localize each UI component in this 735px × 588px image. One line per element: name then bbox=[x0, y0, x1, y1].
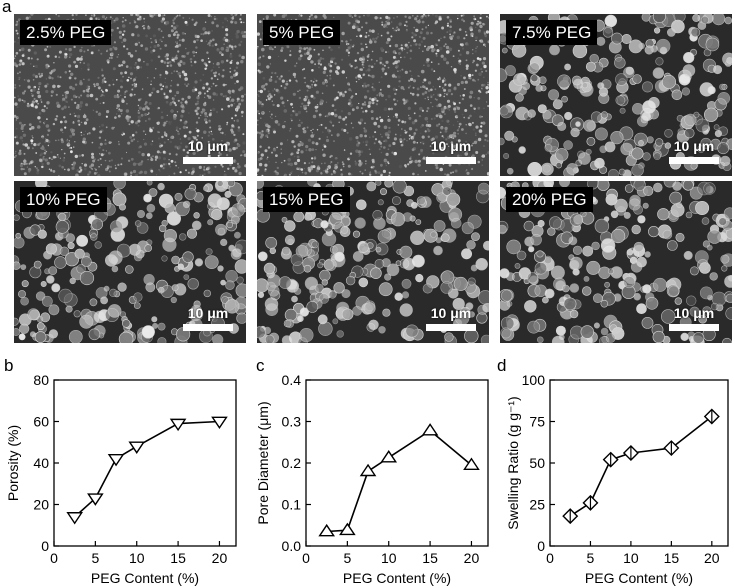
x-axis-label: PEG Content (%) bbox=[91, 570, 199, 586]
x-tick-label: 0 bbox=[546, 550, 554, 566]
x-tick-label: 15 bbox=[422, 550, 438, 566]
data-point bbox=[421, 423, 439, 436]
x-tick-label: 10 bbox=[129, 550, 145, 566]
pore-diameter-chart: 0 5 10 15 20 0.0 0.1 0.2 0.3 0.4 PEG Content (%) Po… bbox=[255, 372, 489, 586]
data-point bbox=[211, 416, 228, 430]
porosity-chart: 0 5 10 15 20 0 20 40 60 80 PEG Content (%) Porosity… bbox=[5, 372, 237, 586]
scale-bar bbox=[669, 324, 719, 331]
y-axis-label: Swelling Ratio (g g⁻¹) bbox=[505, 396, 521, 529]
data-point bbox=[169, 418, 187, 432]
x-tick-label: 5 bbox=[343, 550, 351, 566]
y-tick-label: 80 bbox=[33, 372, 49, 388]
x-tick-label: 5 bbox=[91, 550, 99, 566]
sem-label: 15% PEG bbox=[263, 187, 350, 212]
scale-bar bbox=[426, 157, 476, 164]
x-tick-label: 20 bbox=[704, 550, 720, 566]
y-tick-label: 0.3 bbox=[282, 414, 302, 430]
x-tick-label: 20 bbox=[464, 550, 480, 566]
scale-bar-label: 10 μm bbox=[430, 138, 472, 154]
data-point bbox=[463, 457, 480, 470]
y-axis-label: Pore Diameter (μm) bbox=[255, 401, 271, 524]
x-tick-label: 10 bbox=[381, 550, 397, 566]
series-line bbox=[326, 429, 473, 533]
data-point bbox=[318, 523, 335, 537]
x-tick-label: 15 bbox=[664, 550, 680, 566]
y-tick-label: 0.4 bbox=[282, 372, 302, 388]
y-tick-label: 25 bbox=[529, 497, 545, 513]
y-tick-label: 0.1 bbox=[282, 497, 302, 513]
scale-bar-label: 10 μm bbox=[187, 305, 229, 321]
data-point bbox=[128, 441, 146, 454]
data-point bbox=[87, 493, 104, 506]
sem-label: 10% PEG bbox=[20, 187, 107, 212]
data-point bbox=[380, 450, 398, 463]
swelling-ratio-chart: 0 5 10 15 20 0 25 50 75 100 PEG Content (%) Swellin… bbox=[505, 372, 729, 586]
x-axis-label: PEG Content (%) bbox=[343, 570, 451, 586]
sem-image-2-5-peg: 2.5% PEG 10 μm bbox=[14, 14, 246, 176]
x-tick-label: 0 bbox=[50, 550, 58, 566]
panel-letter-b: b bbox=[4, 356, 14, 375]
x-tick-label: 15 bbox=[170, 550, 186, 566]
sem-texture bbox=[257, 181, 489, 343]
scale-bar-label: 10 μm bbox=[430, 305, 472, 321]
panel-letter-c: c bbox=[256, 356, 265, 375]
sem-image-15-peg: 15% PEG 10 μm bbox=[257, 181, 489, 343]
sem-image-10-peg: 10% PEG 10 μm bbox=[14, 181, 246, 343]
x-axis-label: PEG Content (%) bbox=[585, 570, 693, 586]
sem-label: 20% PEG bbox=[506, 187, 593, 212]
y-tick-label: 50 bbox=[529, 455, 545, 471]
sem-image-20-peg: 20% PEG 10 μm bbox=[500, 181, 732, 343]
scale-bar bbox=[183, 324, 233, 331]
sem-label: 5% PEG bbox=[263, 20, 341, 45]
x-tick-label: 10 bbox=[623, 550, 639, 566]
x-tick-label: 20 bbox=[212, 550, 228, 566]
scale-bar bbox=[426, 324, 476, 331]
y-tick-label: 0 bbox=[41, 538, 49, 554]
y-tick-label: 60 bbox=[33, 414, 49, 430]
sem-image-7-5-peg: 7.5% PEG 10 μm bbox=[500, 14, 732, 176]
y-tick-label: 40 bbox=[33, 455, 49, 471]
y-tick-label: 20 bbox=[33, 497, 49, 513]
scale-bar-label: 10 μm bbox=[673, 138, 715, 154]
plot-frame bbox=[549, 379, 729, 547]
series-line bbox=[74, 420, 220, 518]
plot-frame bbox=[53, 379, 237, 547]
y-axis-label: Porosity (%) bbox=[5, 425, 21, 501]
y-tick-label: 0 bbox=[537, 538, 545, 554]
y-tick-label: 75 bbox=[529, 414, 545, 430]
plot-frame bbox=[305, 379, 489, 547]
y-tick-label: 0.0 bbox=[282, 538, 302, 554]
data-point bbox=[359, 463, 377, 477]
sem-texture bbox=[500, 181, 732, 343]
scale-bar-label: 10 μm bbox=[673, 305, 715, 321]
sem-image-5-peg: 5% PEG 10 μm bbox=[257, 14, 489, 176]
x-tick-label: 0 bbox=[302, 550, 310, 566]
panel-letter-d: d bbox=[497, 356, 507, 375]
scale-bar-label: 10 μm bbox=[187, 138, 229, 154]
sem-label: 7.5% PEG bbox=[506, 20, 598, 45]
sem-label: 2.5% PEG bbox=[20, 20, 112, 45]
scale-bar bbox=[669, 157, 719, 164]
data-point bbox=[66, 512, 83, 525]
y-tick-label: 100 bbox=[522, 372, 546, 388]
panel-letter-a: a bbox=[2, 0, 12, 16]
x-tick-label: 5 bbox=[587, 550, 595, 566]
data-point bbox=[339, 522, 356, 536]
y-tick-label: 0.2 bbox=[282, 455, 302, 471]
data-point bbox=[107, 453, 125, 467]
scale-bar bbox=[183, 157, 233, 164]
